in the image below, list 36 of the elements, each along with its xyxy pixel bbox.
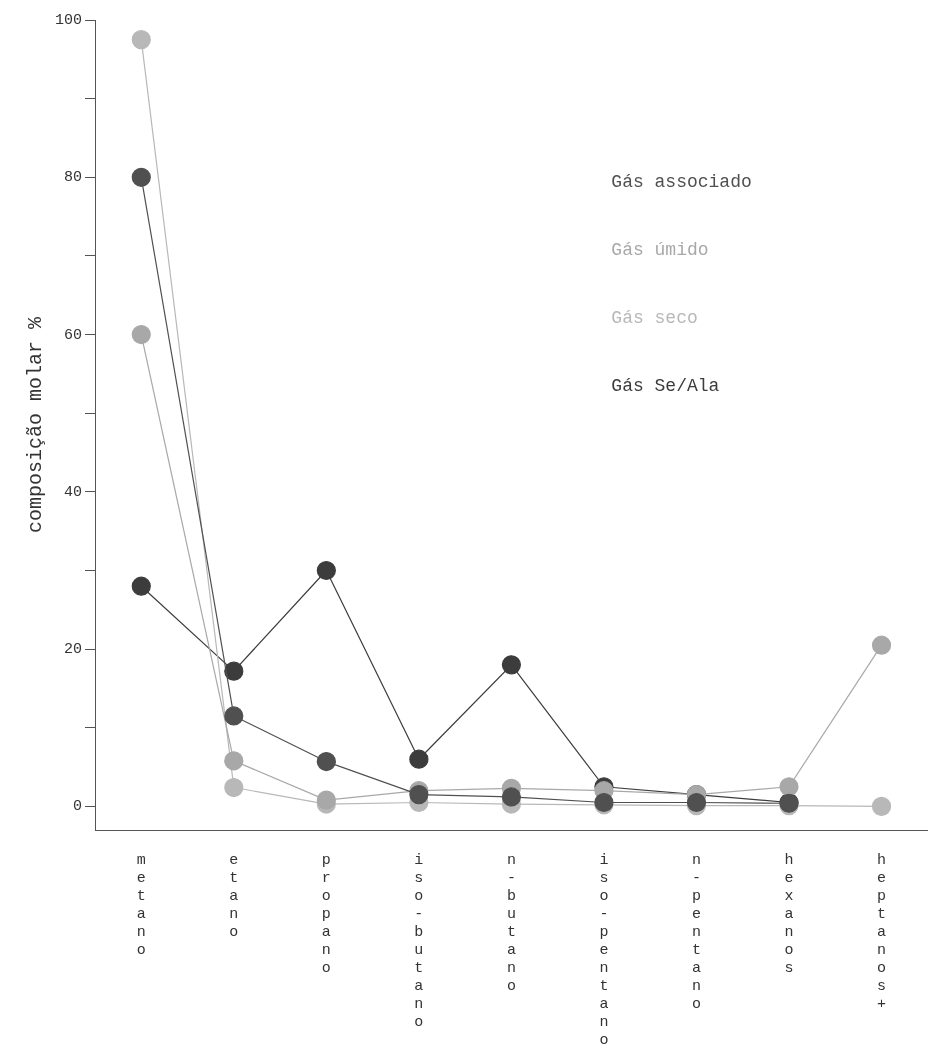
y-tick-label: 40 — [63, 483, 82, 501]
y-tick-label: 0 — [72, 798, 82, 816]
category-label: iso-butano — [414, 851, 424, 1031]
point — [779, 777, 799, 797]
x-tick-label: hexanos — [784, 851, 794, 977]
point — [224, 777, 244, 798]
point — [871, 796, 892, 817]
text: Gás úmido — [611, 239, 709, 260]
x-tick-label: etano — [229, 851, 239, 941]
category-label: n-pentano — [691, 851, 701, 1013]
point — [871, 635, 892, 655]
point — [409, 749, 429, 769]
text: Gás Se/Ala — [611, 375, 720, 396]
point — [131, 30, 151, 50]
point — [224, 661, 244, 681]
point — [131, 576, 151, 596]
point — [131, 167, 151, 187]
x-tick-label: metano — [136, 851, 146, 959]
text: Gás seco — [611, 307, 698, 328]
y-axis-title: composição molar % — [24, 315, 48, 534]
point — [316, 751, 336, 772]
point — [501, 655, 521, 675]
point — [501, 787, 521, 807]
point — [316, 560, 336, 581]
point — [224, 706, 244, 726]
point — [224, 751, 244, 771]
category-label: heptanos+ — [877, 851, 887, 1013]
category-label: iso-pentano — [599, 851, 609, 1049]
y-tick-label: 80 — [63, 169, 82, 187]
point — [131, 324, 151, 345]
x-tick-label: n-butano — [506, 851, 516, 995]
y-tick-label: 20 — [63, 641, 82, 659]
y-tick-label: 100 — [54, 11, 82, 29]
y-tick-label: 60 — [63, 326, 82, 344]
x-tick-label: propano — [321, 851, 331, 977]
text: Gás associado — [611, 171, 752, 192]
